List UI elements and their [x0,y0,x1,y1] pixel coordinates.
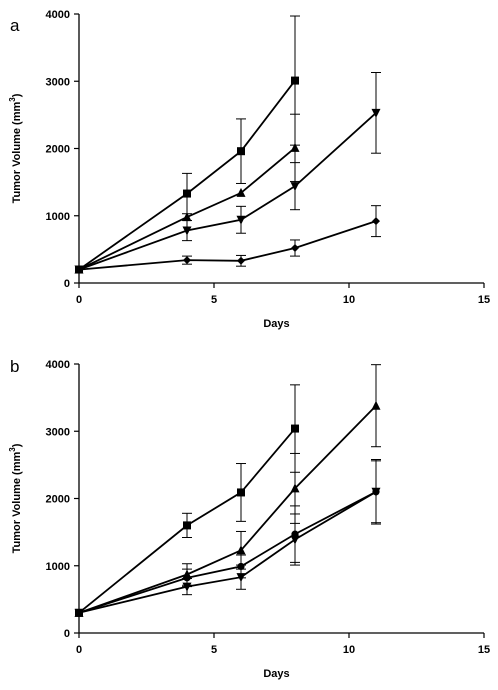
data-point-diamond [75,265,83,274]
data-point-triangle-down [236,573,246,583]
x-tick-label: 10 [343,644,355,656]
data-point-triangle-down [371,487,381,497]
data-point-triangle-down [182,582,192,592]
series-circle [75,458,381,617]
y-axis-title-superscript: 3 [8,447,17,452]
x-tick-label: 5 [211,294,217,306]
x-tick-label: 15 [478,294,490,306]
y-tick-label: 3000 [46,76,70,88]
x-tick-label: 10 [343,294,355,306]
data-point-square [183,189,191,198]
data-point-triangle-down [182,226,192,236]
panel-label: a [10,16,20,35]
y-axis-title: Tumor Volume (mm3) [8,443,23,553]
data-point-diamond [372,217,380,226]
data-point-square [291,76,299,85]
data-point-triangle-up [236,187,246,197]
y-axis-title-main: Tumor Volume (mm [11,452,23,554]
data-point-triangle-up [290,142,300,152]
y-axis-title: Tumor Volume (mm3) [8,93,23,203]
x-tick-label: 0 [76,644,82,656]
data-point-triangle-up [182,212,192,222]
series-line [78,491,377,614]
y-tick-label: 0 [64,278,70,290]
series-line [78,428,296,614]
y-axis-title-close: ) [11,93,23,97]
x-tick-label: 0 [76,294,82,306]
x-tick-label: 15 [478,644,490,656]
series-line [78,147,296,271]
y-axis-title-superscript: 3 [8,97,17,102]
x-axis-title: Days [263,668,289,680]
chart-panel-a: a 0 1000 2000 3000 4000 0 5 10 15 Days Tumor Volume… [8,9,490,330]
data-point-diamond [183,256,191,265]
series-triangle-down [74,460,381,618]
y-tick-label: 0 [64,628,70,640]
x-tick-label: 5 [211,644,217,656]
data-point-triangle-up [290,483,300,493]
y-tick-label: 1000 [46,561,70,573]
data-point-triangle-down [290,182,300,192]
data-point-circle [183,574,191,582]
data-point-triangle-up [371,400,381,410]
panel-label: b [10,357,19,376]
x-axis-title: Days [263,318,289,330]
y-tick-label: 4000 [46,9,70,21]
y-axis-title-close: ) [11,443,23,447]
data-point-triangle-up [236,545,246,555]
series-line [78,80,296,271]
series-diamond [75,205,381,274]
data-point-square [237,147,245,156]
series-line [78,405,377,614]
y-tick-label: 3000 [46,426,70,438]
series-triangle-down [74,72,381,275]
data-point-diamond [291,244,299,253]
y-tick-label: 1000 [46,211,70,223]
y-tick-label: 4000 [46,359,70,371]
data-point-square [291,424,299,433]
y-tick-label: 2000 [46,494,70,506]
series-line [78,112,377,271]
series-line [78,220,377,271]
chart-panel-b: b 0 1000 2000 3000 4000 0 5 10 15 Days Tumor Volume… [8,357,490,680]
data-point-triangle-down [236,215,246,225]
data-point-triangle-down [74,608,84,618]
data-point-diamond [237,256,245,265]
data-point-triangle-down [371,108,381,118]
y-axis-title-main: Tumor Volume (mm [11,102,23,204]
data-point-square [237,488,245,497]
series-line [78,491,377,614]
y-tick-label: 2000 [46,144,70,156]
data-point-triangle-down [290,535,300,545]
data-point-square [183,521,191,530]
